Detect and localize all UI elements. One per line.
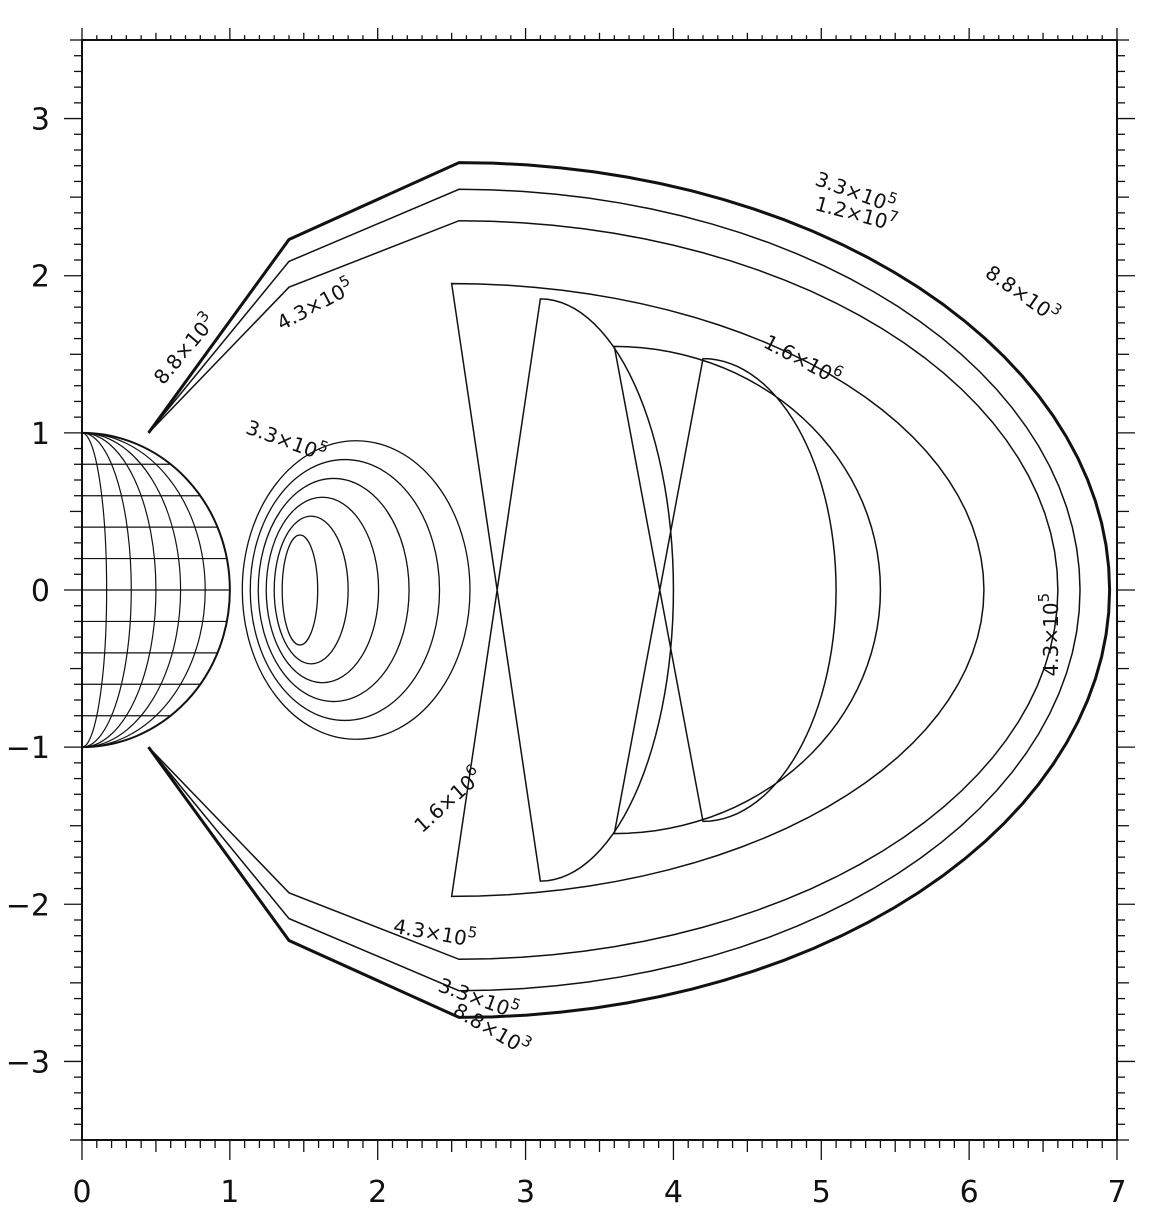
contour-label: 3.3×105: [243, 411, 331, 466]
y-tick-label: 3: [31, 103, 50, 138]
contour-label: 1.6×106: [760, 326, 847, 390]
contour-line: [249, 458, 441, 722]
contour-line: [147, 188, 1081, 992]
x-tick-label: 1: [220, 1175, 239, 1210]
plot-frame: [81, 39, 1118, 1141]
contour-line: [265, 496, 380, 684]
sphere-meridian: [81, 432, 182, 748]
contour-line: [147, 161, 1112, 1019]
contour-line: [241, 440, 471, 740]
axis-ticks: [64, 28, 1135, 1160]
sphere-outline: [81, 431, 231, 749]
contour-lines: [147, 161, 1112, 1019]
sphere-meridian: [81, 432, 157, 748]
x-tick-label: 5: [812, 1175, 831, 1210]
x-tick-label: 4: [664, 1175, 683, 1210]
sphere-meridian: [81, 432, 206, 748]
contour-label: 1.6×106: [407, 761, 488, 838]
y-tick-label: 1: [31, 417, 50, 452]
contour-line: [273, 515, 349, 665]
contour-line: [147, 219, 1059, 961]
y-tick-label: −2: [6, 888, 50, 923]
y-tick-label: −1: [6, 731, 50, 766]
x-tick-labels: 0 1 2 3 4 5 6 7: [72, 1175, 1126, 1210]
y-tick-labels: 3 2 1 0 −1 −2 −3: [6, 103, 50, 1081]
x-tick-label: 2: [368, 1175, 387, 1210]
contour-label: 4.3×105: [1035, 593, 1063, 677]
sphere-meridian: [81, 432, 132, 748]
y-tick-label: 2: [31, 260, 50, 295]
contour-label: 4.3×105: [271, 271, 358, 335]
x-tick-label: 0: [72, 1175, 91, 1210]
contour-line: [257, 477, 410, 703]
x-tick-label: 6: [960, 1175, 979, 1210]
sphere-meridian: [81, 432, 108, 748]
contour-line: [613, 345, 882, 835]
contour-label: 8.8×103: [981, 257, 1066, 328]
y-tick-label: 0: [31, 574, 50, 609]
x-tick-label: 7: [1107, 1175, 1126, 1210]
contour-line: [450, 282, 985, 898]
y-tick-label: −3: [6, 1045, 50, 1080]
contour-line: [281, 534, 319, 646]
sphere: [81, 431, 231, 749]
contour-label: 4.3×105: [392, 910, 479, 952]
x-tick-label: 3: [516, 1175, 535, 1210]
